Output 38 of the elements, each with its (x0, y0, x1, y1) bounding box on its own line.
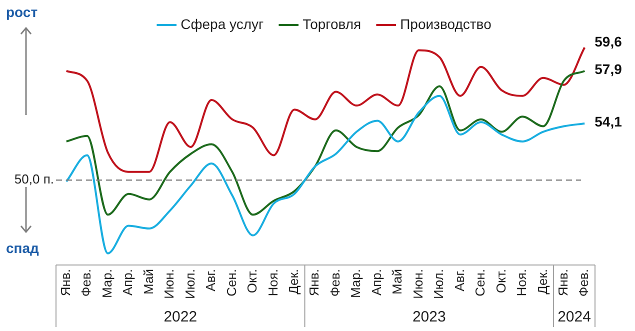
x-tick-label: Ноя. (265, 268, 280, 296)
x-tick-label: Апр. (120, 268, 136, 296)
x-tick-label: Мар. (348, 268, 364, 298)
x-tick-label: Авг. (203, 268, 218, 292)
x-tick-label: Окт. (493, 268, 508, 294)
x-tick-label: Окт. (244, 268, 260, 294)
legend-label: Производство (400, 16, 492, 32)
x-tick-label: Апр. (368, 268, 384, 296)
text: спад (6, 240, 39, 256)
x-tick-label: Фев. (327, 268, 342, 297)
x-tick-label: Июл. (182, 268, 198, 300)
x-tick-label: Сен. (224, 268, 239, 296)
data-label: 57,9 (594, 60, 622, 77)
x-tick-label: Авг. (452, 268, 467, 292)
x-tick-label: Дек. (286, 268, 301, 294)
x-tick-label: Июл. (431, 268, 446, 300)
ref-line-label: 50,0 п. (14, 172, 54, 187)
x-tick-label: Июн. (410, 268, 426, 299)
x-tick-label: Сен. (472, 268, 488, 296)
x-tick-label: Янв. (58, 268, 73, 296)
x-tick-label: Май (390, 268, 405, 294)
x-tick-label: Мар. (99, 268, 114, 298)
text: рост (6, 4, 38, 20)
x-tick-label: Фев. (78, 268, 94, 297)
x-tick-label: Фев. (576, 268, 592, 297)
text: 2022 (164, 308, 198, 326)
x-tick-label: Янв. (306, 268, 322, 296)
x-tick-label: Ноя. (514, 268, 530, 296)
x-tick-label: Янв. (555, 268, 570, 296)
x-tick-label: Май (140, 268, 156, 294)
legend-label: Сфера услуг (180, 16, 264, 32)
x-tick-label: Июн. (162, 268, 177, 299)
text: 2023 (412, 308, 446, 326)
x-tick-label: Дек. (534, 268, 550, 294)
text: 2024 (558, 308, 591, 326)
data-label: 54,1 (594, 113, 622, 130)
legend-label: Торговля (302, 16, 362, 32)
data-label: 59,6 (594, 33, 622, 50)
